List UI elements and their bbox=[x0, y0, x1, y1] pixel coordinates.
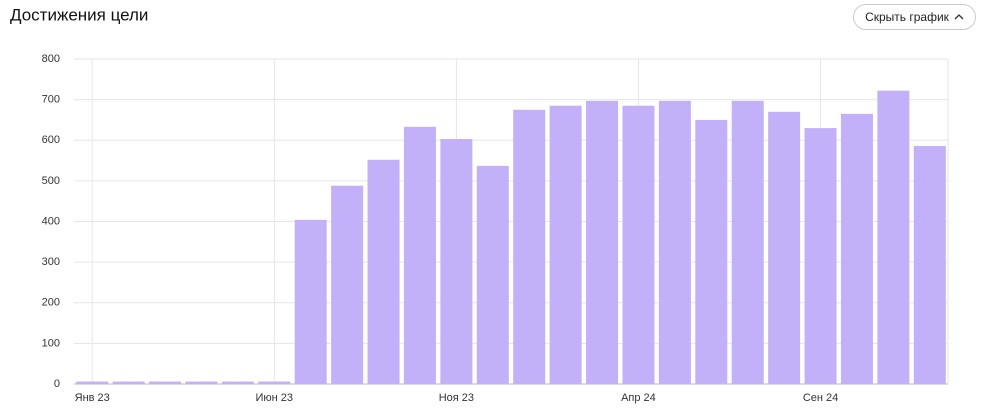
y-tick-label: 700 bbox=[42, 94, 60, 106]
bar bbox=[76, 381, 109, 384]
bar bbox=[877, 90, 910, 384]
bar bbox=[840, 113, 873, 384]
bar bbox=[913, 145, 946, 384]
bar bbox=[513, 109, 546, 384]
y-tick-label: 400 bbox=[42, 215, 60, 227]
bar bbox=[440, 139, 473, 384]
bar bbox=[294, 219, 327, 384]
bar bbox=[367, 159, 400, 384]
bar bbox=[695, 119, 728, 384]
bar bbox=[403, 126, 436, 384]
bar bbox=[658, 100, 691, 384]
bar bbox=[768, 111, 801, 384]
y-tick-label: 300 bbox=[42, 256, 60, 268]
chevron-icon bbox=[954, 14, 964, 20]
bar bbox=[221, 381, 254, 384]
bar bbox=[185, 381, 218, 384]
x-tick-label: Янв 23 bbox=[75, 392, 110, 404]
y-tick-label: 800 bbox=[42, 53, 60, 65]
hide-chart-button[interactable]: Скрыть график bbox=[853, 4, 976, 30]
bar bbox=[731, 100, 764, 384]
bar bbox=[112, 381, 145, 384]
bar bbox=[258, 381, 291, 384]
x-tick-label: Апр 24 bbox=[621, 392, 656, 404]
bar bbox=[149, 381, 182, 384]
bar bbox=[586, 100, 619, 384]
button-label: Скрыть график bbox=[865, 10, 949, 24]
y-tick-label: 500 bbox=[42, 175, 60, 187]
x-tick-label: Сен 24 bbox=[803, 392, 838, 404]
y-tick-label: 200 bbox=[42, 297, 60, 309]
chart-title: Достижения цели bbox=[10, 5, 148, 24]
x-tick-label: Июн 23 bbox=[256, 392, 294, 404]
bar bbox=[622, 105, 655, 384]
x-tick-label: Ноя 23 bbox=[439, 392, 474, 404]
y-tick-label: 0 bbox=[54, 378, 60, 390]
bar bbox=[804, 128, 837, 384]
y-tick-label: 600 bbox=[42, 134, 60, 146]
y-tick-label: 100 bbox=[42, 337, 60, 349]
bar bbox=[549, 105, 582, 384]
bar bbox=[331, 185, 364, 384]
bar bbox=[476, 165, 509, 384]
